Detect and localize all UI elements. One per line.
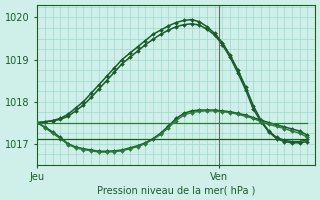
- X-axis label: Pression niveau de la mer( hPa ): Pression niveau de la mer( hPa ): [97, 185, 255, 195]
